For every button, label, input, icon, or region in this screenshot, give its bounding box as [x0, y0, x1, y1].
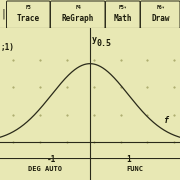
Text: -1: -1	[47, 155, 56, 164]
Text: ReGraph: ReGraph	[62, 14, 94, 23]
FancyBboxPatch shape	[105, 1, 140, 28]
Text: F4: F4	[75, 5, 81, 10]
Text: |: |	[0, 9, 6, 19]
Text: y: y	[92, 35, 96, 44]
FancyBboxPatch shape	[6, 1, 50, 28]
FancyBboxPatch shape	[51, 1, 105, 28]
Text: 1: 1	[126, 155, 131, 164]
Text: F5▾: F5▾	[119, 5, 127, 10]
Text: F3: F3	[26, 5, 31, 10]
Text: FUNC: FUNC	[127, 166, 143, 172]
Text: Draw: Draw	[151, 14, 170, 23]
Text: DEG AUTO: DEG AUTO	[28, 166, 62, 172]
Text: f: f	[164, 116, 168, 125]
Text: ;1): ;1)	[1, 43, 15, 52]
Text: Trace: Trace	[17, 14, 40, 23]
FancyBboxPatch shape	[141, 1, 180, 28]
Text: Math: Math	[114, 14, 132, 23]
Text: F6▾: F6▾	[156, 5, 165, 10]
Text: 0.5: 0.5	[97, 39, 112, 48]
